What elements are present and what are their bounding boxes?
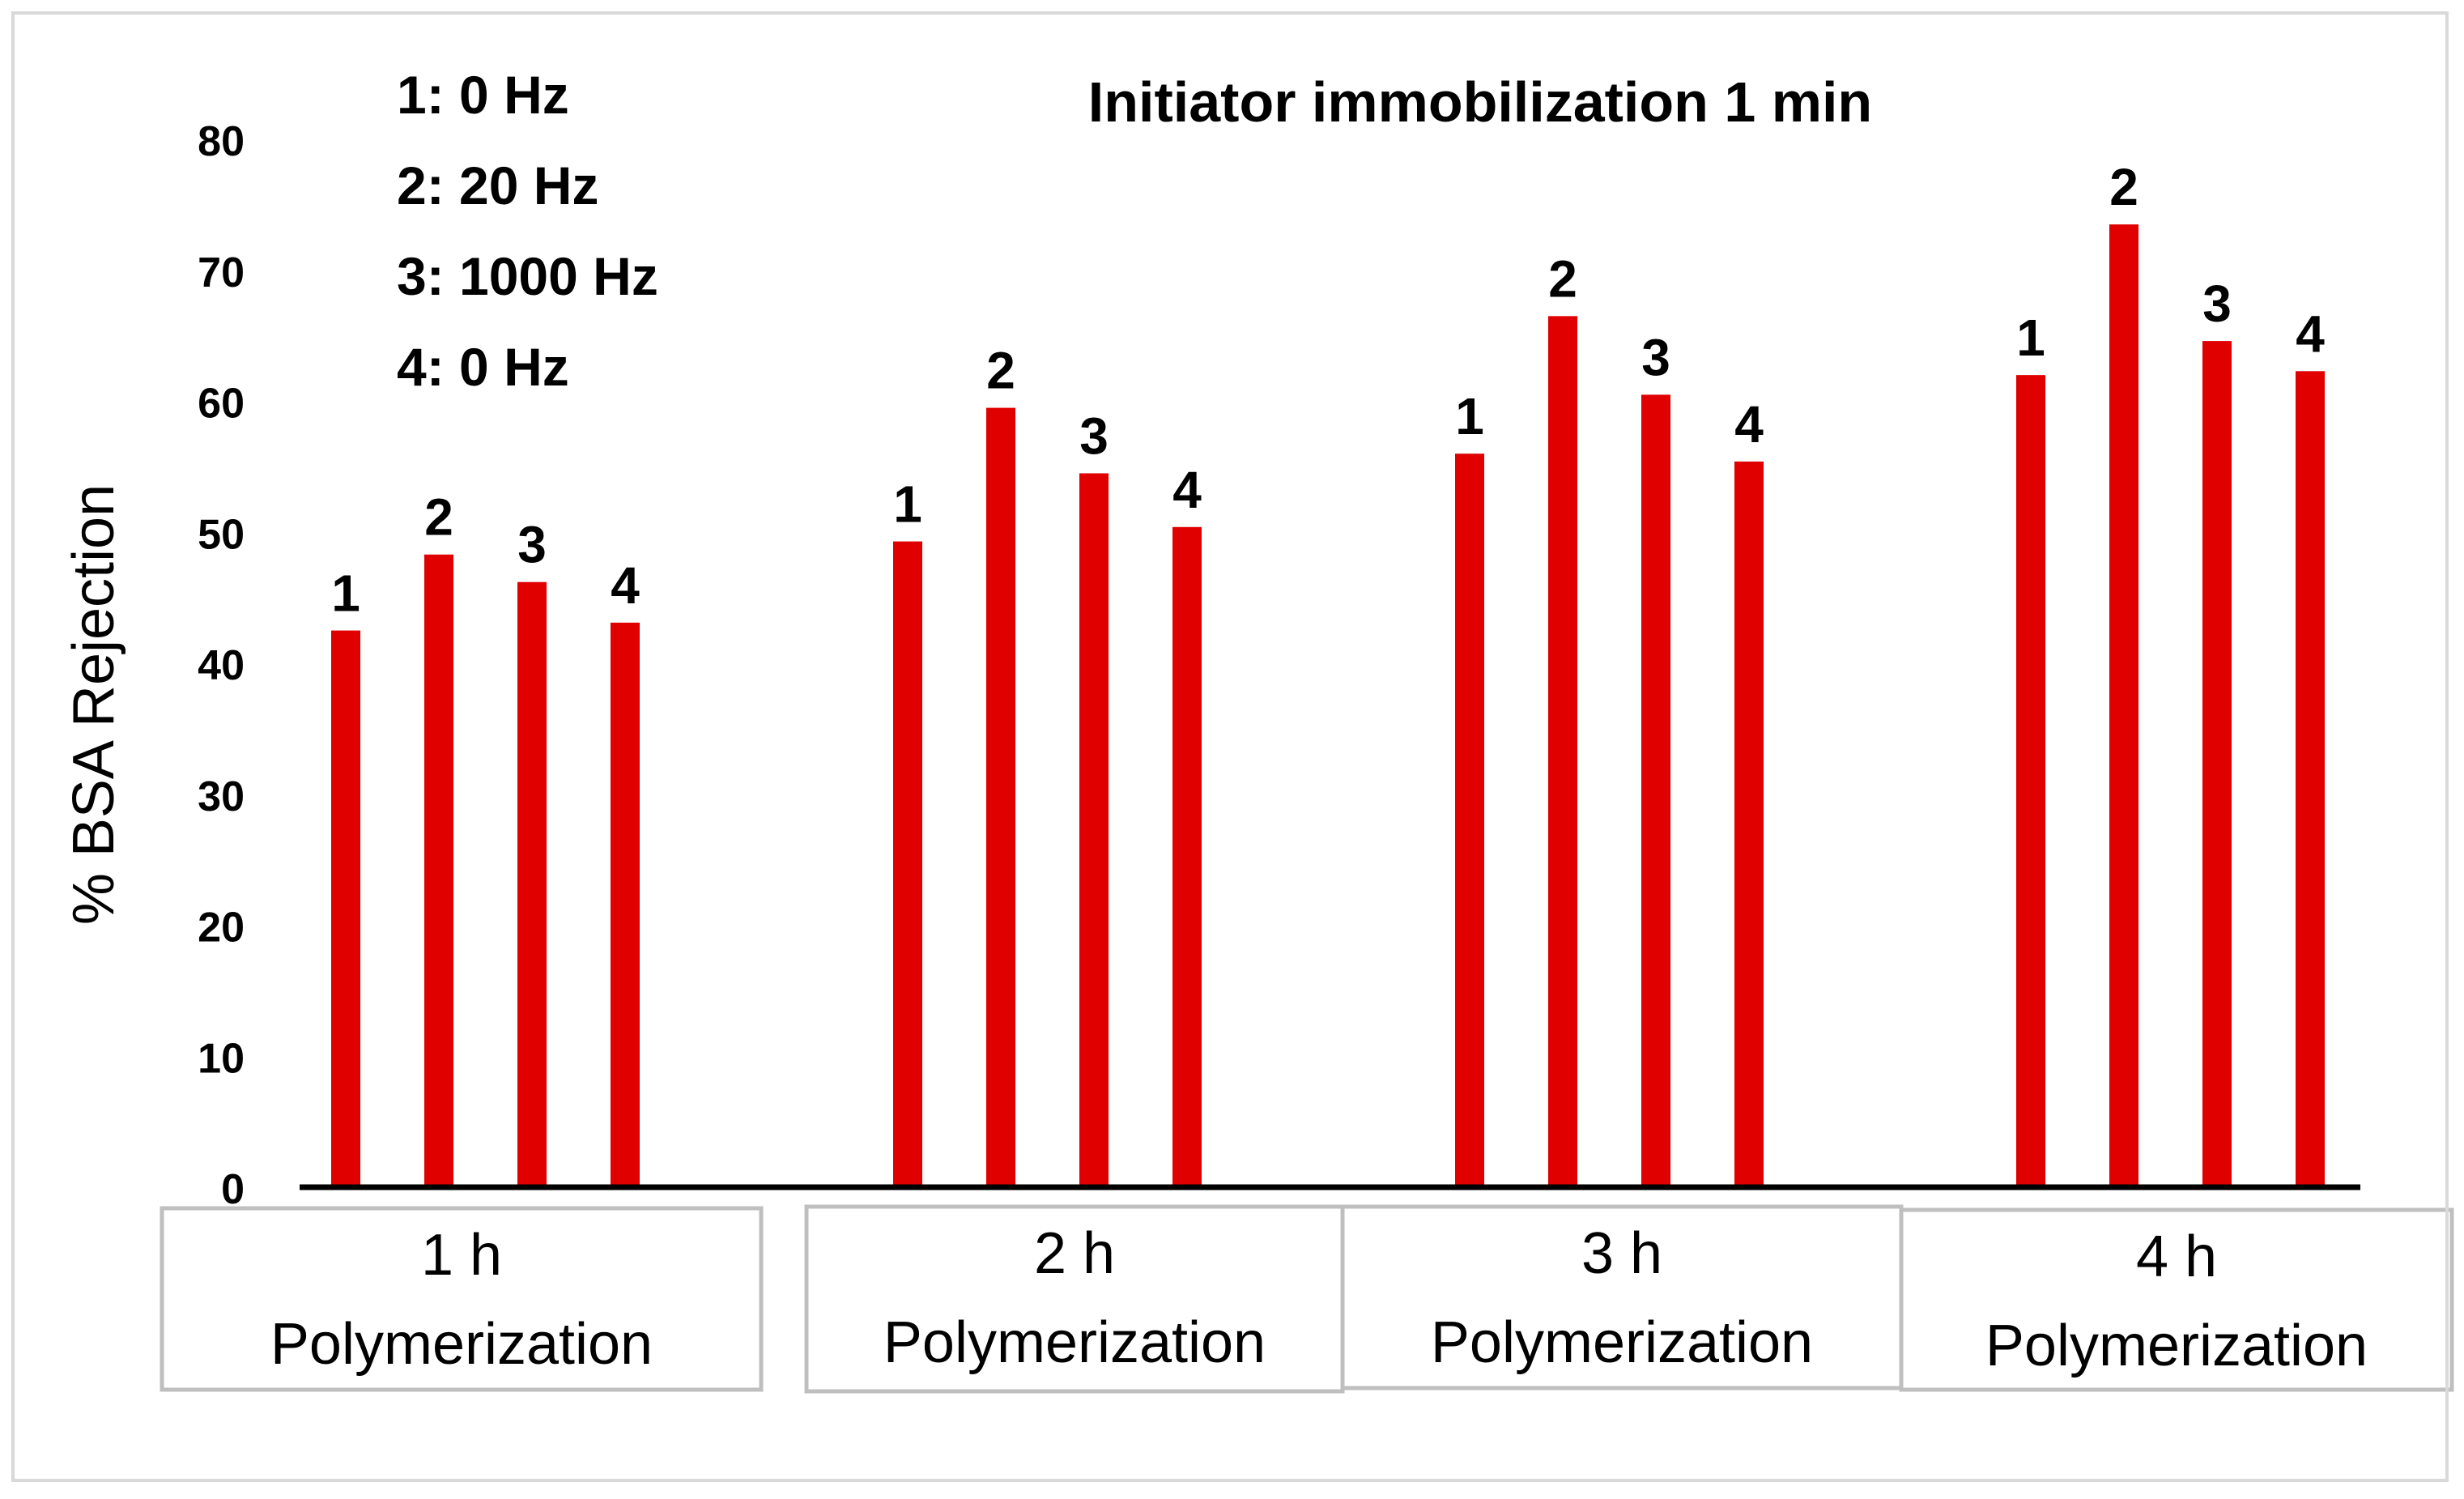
bar bbox=[893, 541, 922, 1187]
y-axis-ticks: 0 10 20 30 40 50 60 70 80 bbox=[198, 118, 245, 1213]
y-tick-label: 60 bbox=[198, 381, 245, 428]
legend-item: 4: 0 Hz bbox=[397, 337, 569, 397]
legend: 1: 0 Hz 2: 20 Hz 3: 1000 Hz 4: 0 Hz bbox=[397, 65, 658, 397]
bar-number-label: 3 bbox=[517, 516, 547, 574]
bar-number-label: 3 bbox=[2202, 275, 2232, 333]
bar-number-label: 4 bbox=[1172, 461, 1202, 519]
bar-number-label: 1 bbox=[2016, 309, 2045, 367]
bar bbox=[1079, 473, 1109, 1187]
category-box bbox=[160, 1206, 764, 1392]
bar bbox=[1172, 526, 1202, 1187]
category-label-line1: 4 h bbox=[2136, 1224, 2217, 1289]
bar bbox=[1548, 316, 1577, 1187]
bar-labels: 1 2 3 4 1 2 3 4 1 2 3 4 1 2 3 4 bbox=[331, 158, 2325, 622]
bar-number-label: 1 bbox=[1455, 387, 1484, 445]
bar-number-label: 2 bbox=[424, 488, 453, 547]
chart-title: Initiator immobilization 1 min bbox=[1088, 70, 1872, 134]
bar bbox=[1455, 454, 1484, 1187]
y-tick-label: 10 bbox=[198, 1035, 245, 1082]
bar bbox=[611, 622, 640, 1187]
bar bbox=[424, 554, 453, 1187]
bars bbox=[331, 224, 2325, 1188]
category-box bbox=[1899, 1207, 2454, 1392]
bar-number-label: 3 bbox=[1079, 407, 1109, 465]
category-box bbox=[1340, 1204, 1904, 1390]
bar bbox=[2296, 371, 2325, 1187]
y-tick-label: 50 bbox=[198, 511, 245, 558]
chart-frame bbox=[11, 11, 2449, 1482]
category-label-line1: 3 h bbox=[1581, 1221, 1662, 1286]
category-label-line2: Polymerization bbox=[1985, 1314, 2368, 1378]
bar-number-label: 4 bbox=[611, 556, 640, 615]
bar-number-label: 4 bbox=[1734, 395, 1764, 454]
legend-item: 1: 0 Hz bbox=[397, 65, 569, 125]
bar-number-label: 2 bbox=[1548, 249, 1577, 308]
bar bbox=[517, 581, 547, 1187]
bar bbox=[1641, 394, 1670, 1188]
y-tick-label: 30 bbox=[198, 773, 245, 820]
bar bbox=[986, 407, 1015, 1187]
category-label-line1: 2 h bbox=[1034, 1221, 1115, 1286]
bar-number-label: 2 bbox=[986, 342, 1015, 400]
bar-number-label: 3 bbox=[1641, 328, 1670, 386]
y-tick-label: 70 bbox=[198, 249, 245, 296]
y-axis-label: % BSA Rejection bbox=[62, 484, 126, 925]
bar-number-label: 2 bbox=[2109, 158, 2138, 216]
bar-number-label: 4 bbox=[2296, 304, 2325, 363]
category-label-line2: Polymerization bbox=[1431, 1310, 1813, 1375]
bar bbox=[2109, 224, 2138, 1188]
y-tick-label: 40 bbox=[198, 642, 245, 689]
legend-item: 2: 20 Hz bbox=[397, 155, 598, 215]
bar-number-label: 1 bbox=[331, 564, 360, 623]
legend-item: 3: 1000 Hz bbox=[397, 246, 658, 306]
bar bbox=[2016, 375, 2045, 1187]
category-label-line1: 1 h bbox=[421, 1223, 502, 1288]
category-label-line2: Polymerization bbox=[883, 1310, 1266, 1375]
bar bbox=[2202, 341, 2232, 1188]
category-label-line2: Polymerization bbox=[270, 1312, 653, 1377]
bar bbox=[1734, 461, 1764, 1187]
bar bbox=[331, 630, 360, 1187]
y-tick-label: 20 bbox=[198, 905, 245, 952]
bar-number-label: 1 bbox=[893, 475, 922, 534]
y-tick-label: 0 bbox=[221, 1166, 245, 1213]
category-boxes: 1 h Polymerization 2 h Polymerization 3 h Pol… bbox=[160, 1204, 2454, 1394]
y-tick-label: 80 bbox=[198, 118, 245, 165]
